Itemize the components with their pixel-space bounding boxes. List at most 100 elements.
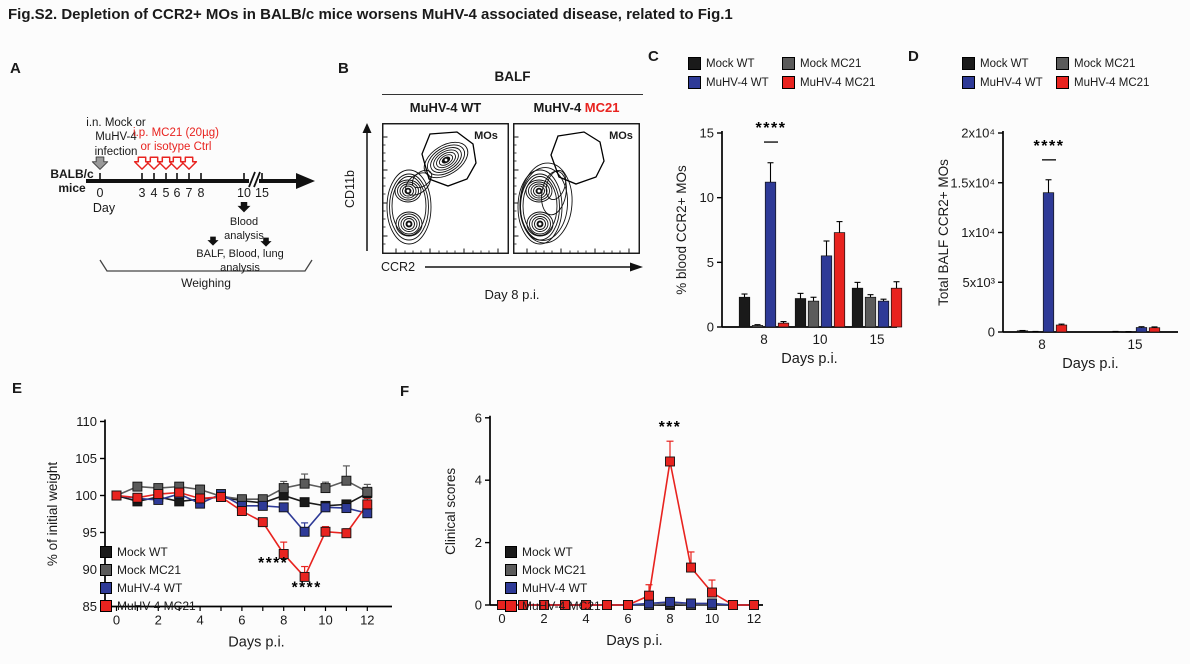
x-tick-label: 0 bbox=[113, 613, 120, 628]
legend-label: Mock WT bbox=[522, 545, 573, 559]
x-tick-label: 12 bbox=[360, 613, 374, 628]
y-axis-label: Clinical scores bbox=[443, 468, 458, 555]
data-point-marker bbox=[195, 493, 206, 504]
data-point-marker bbox=[111, 490, 122, 501]
data-point-marker bbox=[257, 500, 268, 511]
significance-stars: **** bbox=[258, 555, 288, 572]
legend-item: Mock WT bbox=[962, 57, 1050, 70]
legend-item: MuHV-4 MC21 bbox=[782, 76, 875, 89]
legend-label: MuHV-4 MC21 bbox=[1074, 76, 1150, 89]
legend-label: MuHV-4 MC21 bbox=[800, 76, 876, 89]
panel-f-line-chart: 0 2 4 6 0 2 4 6 8 10 12 *** Days p.i. Clinical scores bbox=[425, 395, 825, 663]
y-tick-label: 95 bbox=[83, 525, 97, 540]
data-point-marker bbox=[195, 484, 206, 495]
legend-item: MuHV-4 WT bbox=[505, 581, 601, 595]
bar bbox=[777, 322, 790, 328]
legend-item: MuHV-4 WT bbox=[100, 581, 196, 595]
data-point-marker bbox=[341, 503, 352, 514]
day-axis-label: Day bbox=[92, 201, 116, 215]
data-point-marker bbox=[320, 502, 331, 513]
y-tick-label: 0 bbox=[707, 320, 714, 335]
bar bbox=[751, 325, 764, 328]
legend-item: Mock WT bbox=[100, 545, 196, 559]
x-axis-label: Days p.i. bbox=[228, 635, 284, 651]
balf-header-rule bbox=[382, 94, 643, 95]
infection-label: i.n. Mock or MuHV-4 infection bbox=[86, 117, 146, 158]
legend-label: MuHV-4 WT bbox=[980, 76, 1043, 89]
data-point-marker bbox=[132, 492, 143, 503]
data-point-marker bbox=[539, 600, 549, 610]
legend-item: Mock WT bbox=[505, 545, 601, 559]
bar bbox=[833, 232, 846, 328]
bar bbox=[1042, 192, 1055, 333]
legend-item: MuHV-4 WT bbox=[962, 76, 1050, 89]
x-tick-label: 15 bbox=[869, 332, 884, 347]
data-point-marker bbox=[278, 502, 289, 513]
y-tick-label: 0 bbox=[475, 598, 482, 613]
data-point-marker bbox=[299, 497, 310, 508]
legend-panel-c: Mock WT Mock MC21 MuHV-4 WT MuHV-4 MC21 bbox=[688, 57, 875, 89]
x-axis-label: Days p.i. bbox=[606, 633, 662, 649]
legend-swatch-mock-mc21 bbox=[1056, 57, 1069, 70]
y-tick-label: 110 bbox=[76, 414, 97, 429]
flow-y-axis-label: CD11b bbox=[343, 169, 358, 208]
data-point-marker bbox=[362, 486, 373, 497]
bar bbox=[890, 287, 903, 328]
y-tick-label: 4 bbox=[475, 473, 482, 488]
data-point-marker bbox=[665, 456, 675, 467]
y-tick-label: 10 bbox=[700, 190, 714, 205]
timeline-day-label: 6 bbox=[173, 186, 181, 200]
mc21-dose-arrow-icon bbox=[180, 156, 198, 170]
legend-swatch-mock-wt bbox=[100, 546, 112, 558]
legend-swatch-muhv4-wt bbox=[505, 582, 517, 594]
legend-item: Mock MC21 bbox=[1056, 57, 1149, 70]
timeline-day-label: 5 bbox=[162, 186, 170, 200]
x-tick-label: 10 bbox=[705, 611, 719, 626]
data-point-marker bbox=[236, 506, 247, 516]
timeline-day-label: 8 bbox=[197, 186, 205, 200]
panel-label-f: F bbox=[400, 383, 410, 400]
legend-item: Mock MC21 bbox=[505, 563, 601, 577]
x-tick-label: 8 bbox=[666, 611, 673, 626]
timeline-day-label: 15 bbox=[255, 186, 269, 200]
mc21-dose-arrow-icon bbox=[133, 156, 151, 170]
data-point-marker bbox=[216, 492, 226, 502]
flow-mc21-title: MuHV-4 MC21 bbox=[513, 100, 640, 115]
y-tick-label: 5 bbox=[707, 255, 714, 270]
y-tick-label: 2x10⁴ bbox=[961, 126, 995, 141]
significance-stars: **** bbox=[1034, 138, 1065, 155]
legend-swatch-muhv4-mc21 bbox=[1056, 76, 1069, 89]
bar-chart-svg: 0 5 10 15 8 10 15 Days p.i. % blood CCR2+ MOs ***… bbox=[674, 120, 903, 367]
balf-analysis-label: BALF, Blood, lung analysis bbox=[196, 248, 284, 274]
timeline-day-label: 0 bbox=[96, 186, 104, 200]
timeline-graphic bbox=[86, 156, 315, 272]
data-point-marker bbox=[707, 598, 717, 609]
data-point-marker bbox=[132, 481, 143, 492]
flow-x-axis-label: CCR2 bbox=[381, 260, 416, 274]
y-tick-label: 1x10⁴ bbox=[961, 225, 995, 240]
x-tick-label: 4 bbox=[196, 613, 203, 628]
legend-swatch-mock-mc21 bbox=[100, 564, 112, 576]
x-tick-label: 15 bbox=[1127, 337, 1142, 352]
data-point-marker bbox=[728, 600, 738, 610]
legend-label: MuHV-4 WT bbox=[117, 581, 183, 595]
timeline-day-label: 7 bbox=[185, 186, 193, 200]
bar bbox=[1148, 327, 1161, 333]
data-point-marker bbox=[320, 526, 331, 537]
legend-swatch-muhv4-mc21 bbox=[505, 600, 517, 612]
bar bbox=[877, 300, 890, 328]
data-point-marker bbox=[362, 508, 373, 519]
x-tick-label: 0 bbox=[498, 611, 505, 626]
y-axis-label: % of initial weight bbox=[45, 462, 60, 567]
flow-caption: Day 8 p.i. bbox=[484, 287, 540, 302]
data-point-marker bbox=[665, 596, 675, 607]
x-axis-label: Days p.i. bbox=[1062, 356, 1118, 372]
gate-label-mc21: MOs bbox=[609, 130, 633, 142]
x-tick-label: 8 bbox=[280, 613, 287, 628]
significance-stars: **** bbox=[756, 120, 787, 137]
legend-label: Mock WT bbox=[980, 57, 1029, 70]
data-point-marker bbox=[341, 475, 352, 486]
legend-item: Mock MC21 bbox=[782, 57, 875, 70]
blood-analysis-arrow-icon bbox=[237, 201, 251, 213]
data-point-marker bbox=[623, 600, 633, 610]
